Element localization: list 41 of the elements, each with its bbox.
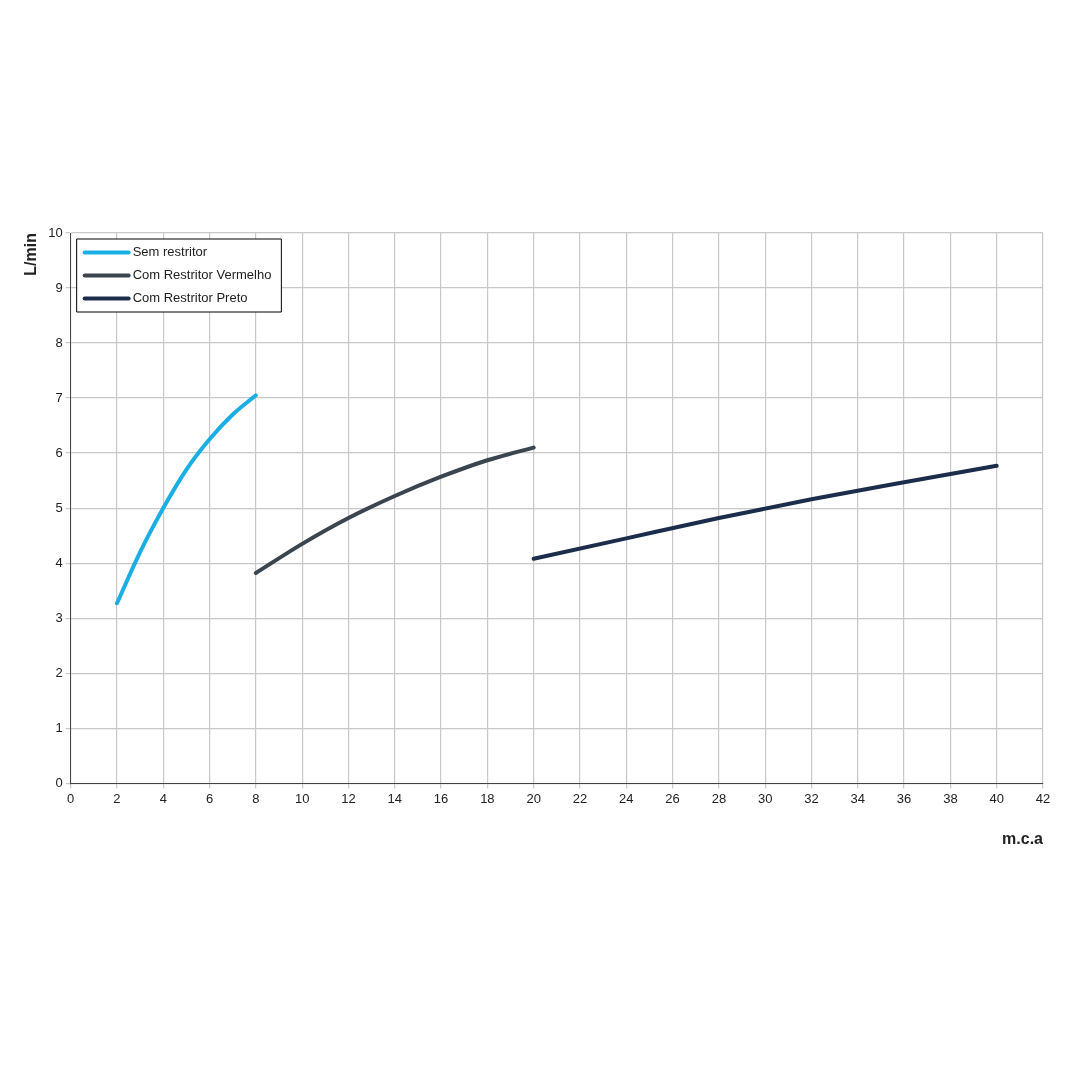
y-axis-title: L/min bbox=[22, 233, 40, 276]
y-tick-label: 10 bbox=[48, 224, 63, 240]
x-tick-label: 6 bbox=[205, 790, 214, 806]
y-tick-label: 5 bbox=[55, 499, 63, 515]
x-tick-label: 30 bbox=[757, 790, 773, 806]
legend-label: Com Restritor Vermelho bbox=[132, 267, 272, 283]
y-tick-label: 4 bbox=[55, 554, 63, 570]
x-tick-label: 16 bbox=[433, 790, 449, 806]
line-series bbox=[531, 463, 999, 561]
y-tick-label: 6 bbox=[55, 444, 63, 460]
x-tick-label: 8 bbox=[252, 790, 260, 806]
legend-label: Com Restritor Preto bbox=[132, 290, 248, 306]
y-tick-label: 9 bbox=[55, 279, 63, 295]
x-tick-label: 20 bbox=[526, 790, 541, 806]
x-tick-label: 2 bbox=[113, 790, 121, 806]
y-tick-label: 2 bbox=[55, 664, 63, 680]
line-series bbox=[253, 445, 536, 576]
y-tick-label: 7 bbox=[55, 389, 63, 405]
x-tick-label: 18 bbox=[480, 790, 495, 806]
y-tick-label: 1 bbox=[55, 719, 63, 735]
x-tick-label: 22 bbox=[572, 790, 588, 806]
x-tick-label: 32 bbox=[804, 790, 819, 806]
legend-label: Sem restritor bbox=[132, 244, 208, 260]
x-tick-label: 10 bbox=[294, 790, 310, 806]
x-tick-label: 38 bbox=[943, 790, 958, 806]
x-tick-label: 14 bbox=[387, 790, 403, 806]
x-tick-label: 24 bbox=[619, 790, 634, 806]
x-tick-label: 0 bbox=[67, 790, 75, 806]
x-tick-label: 34 bbox=[850, 790, 866, 806]
x-tick-label: 4 bbox=[159, 790, 167, 806]
x-tick-label: 28 bbox=[711, 790, 727, 806]
y-tick-label: 8 bbox=[55, 334, 63, 350]
x-tick-label: 12 bbox=[341, 790, 356, 806]
line-series bbox=[114, 393, 258, 606]
x-tick-label: 36 bbox=[896, 790, 912, 806]
x-tick-label: 26 bbox=[665, 790, 680, 806]
y-tick-label: 3 bbox=[55, 609, 63, 625]
x-tick-label: 42 bbox=[1035, 790, 1051, 806]
y-tick-label: 0 bbox=[55, 774, 63, 790]
x-tick-label: 40 bbox=[989, 790, 1004, 806]
x-axis-title: m.c.a bbox=[1002, 829, 1044, 847]
